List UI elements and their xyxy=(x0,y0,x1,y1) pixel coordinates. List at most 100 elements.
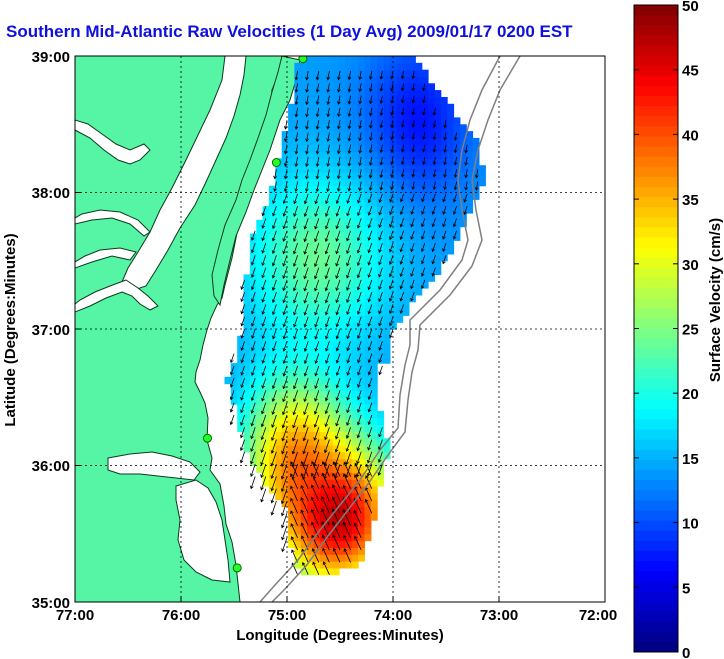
velocity-cell xyxy=(230,390,238,398)
velocity-arrow xyxy=(378,218,383,229)
velocity-arrow xyxy=(358,95,362,105)
velocity-arrow xyxy=(321,508,330,526)
velocity-cell xyxy=(256,281,264,289)
velocity-cell xyxy=(294,260,302,269)
velocity-cell xyxy=(281,253,289,262)
velocity-arrow xyxy=(357,205,362,217)
velocity-cell xyxy=(459,219,467,228)
velocity-arrow xyxy=(367,365,373,376)
velocity-cell xyxy=(338,458,346,467)
velocity-cell xyxy=(288,363,296,371)
velocity-cell xyxy=(300,137,308,146)
velocity-cell xyxy=(345,520,353,528)
velocity-arrow xyxy=(411,120,416,128)
velocity-arrow xyxy=(346,279,351,291)
velocity-cell xyxy=(269,445,276,453)
velocity-cell xyxy=(377,206,385,214)
velocity-cell xyxy=(389,247,397,255)
colorbar-strip xyxy=(634,641,678,653)
velocity-cell xyxy=(358,172,365,180)
velocity-cell xyxy=(364,97,372,105)
velocity-cell xyxy=(345,533,353,542)
velocity-cell xyxy=(294,192,302,200)
velocity-cell xyxy=(313,472,321,480)
velocity-cell xyxy=(249,267,257,275)
velocity-cell xyxy=(332,233,340,241)
velocity-cell xyxy=(256,274,264,282)
velocity-cell xyxy=(326,520,334,528)
velocity-arrow xyxy=(453,156,458,166)
velocity-cell xyxy=(237,335,245,344)
velocity-cell xyxy=(396,281,404,289)
velocity-cell xyxy=(300,76,308,84)
velocity-cell xyxy=(459,124,467,132)
velocity-cell xyxy=(338,56,346,64)
velocity-cell xyxy=(262,349,270,357)
velocity-cell xyxy=(370,288,378,296)
velocity-cell xyxy=(383,144,391,153)
velocity-cell xyxy=(472,144,480,153)
velocity-cell xyxy=(345,76,353,84)
velocity-arrow xyxy=(367,402,373,413)
velocity-cell xyxy=(370,56,378,64)
velocity-arrow xyxy=(302,414,309,429)
velocity-cell xyxy=(281,410,289,419)
velocity-cell xyxy=(453,117,461,125)
velocity-arrow xyxy=(410,291,415,302)
velocity-cell xyxy=(389,151,397,159)
velocity-cell xyxy=(396,185,404,194)
delaware-bay xyxy=(75,119,151,165)
velocity-cell xyxy=(364,274,372,282)
velocity-cell xyxy=(428,165,435,173)
velocity-cell xyxy=(402,56,410,64)
velocity-cell xyxy=(345,335,353,344)
velocity-cell xyxy=(288,390,296,398)
velocity-cell xyxy=(364,253,372,262)
velocity-arrow xyxy=(314,242,320,255)
velocity-arrow xyxy=(291,549,298,563)
velocity-arrow xyxy=(290,497,298,514)
velocity-cell xyxy=(415,131,423,139)
velocity-cell xyxy=(256,424,264,432)
velocity-arrow xyxy=(332,484,341,502)
velocity-arrow xyxy=(389,205,394,216)
velocity-cell xyxy=(275,315,283,323)
velocity-arrow xyxy=(326,107,331,118)
velocity-cell xyxy=(364,417,372,426)
velocity-arrow xyxy=(303,353,309,365)
velocity-arrow xyxy=(442,255,447,265)
velocity-cell xyxy=(351,342,359,351)
colorbar-strip xyxy=(634,15,678,26)
velocity-cell xyxy=(326,342,334,351)
velocity-cell xyxy=(288,192,296,200)
velocity-cell xyxy=(383,342,391,351)
velocity-cell xyxy=(288,233,296,241)
velocity-cell xyxy=(358,499,365,507)
velocity-arrow xyxy=(281,427,288,442)
velocity-cell xyxy=(281,499,289,507)
colorbar-strip xyxy=(634,207,678,218)
velocity-cell xyxy=(345,445,353,453)
velocity-cell xyxy=(275,376,283,385)
velocity-cell xyxy=(338,390,346,398)
velocity-cell xyxy=(319,240,327,248)
velocity-cell xyxy=(326,315,334,323)
velocity-arrow xyxy=(410,267,415,277)
velocity-cell xyxy=(370,247,378,255)
velocity-arrow xyxy=(410,193,415,203)
velocity-cell xyxy=(294,301,302,310)
velocity-arrow xyxy=(250,463,256,478)
velocity-cell xyxy=(313,376,321,385)
velocity-cell xyxy=(466,172,474,180)
velocity-arrow xyxy=(399,291,404,302)
velocity-arrow xyxy=(261,328,267,340)
velocity-cell xyxy=(466,165,474,173)
velocity-cell xyxy=(338,288,346,296)
velocity-arrow xyxy=(294,144,299,155)
velocity-arrow xyxy=(261,267,267,279)
velocity-cell xyxy=(396,110,404,118)
y-tick-labels: 39:00 38:00 37:00 36:00 35:00 xyxy=(32,49,70,612)
velocity-cell xyxy=(389,76,397,84)
velocity-cell xyxy=(345,178,353,187)
velocity-arrow xyxy=(399,242,404,253)
